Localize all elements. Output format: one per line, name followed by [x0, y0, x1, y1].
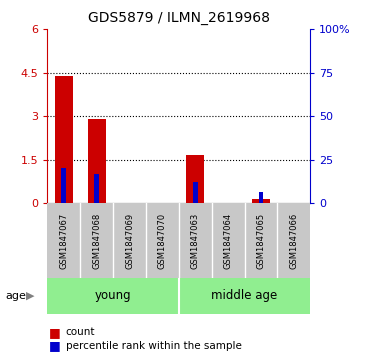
Bar	[186, 155, 204, 203]
Text: GSM1847069: GSM1847069	[125, 212, 134, 269]
Text: GSM1847066: GSM1847066	[289, 212, 298, 269]
Bar	[88, 119, 106, 203]
Text: ■: ■	[49, 326, 61, 339]
Bar	[252, 199, 270, 203]
Text: count: count	[66, 327, 95, 337]
Text: GSM1847064: GSM1847064	[224, 212, 233, 269]
Text: ▶: ▶	[26, 291, 35, 301]
Text: age: age	[5, 291, 26, 301]
Text: GSM1847067: GSM1847067	[59, 212, 68, 269]
Text: GSM1847070: GSM1847070	[158, 212, 167, 269]
Text: ■: ■	[49, 339, 61, 352]
Text: young: young	[95, 289, 131, 302]
Bar	[193, 182, 198, 203]
Title: GDS5879 / ILMN_2619968: GDS5879 / ILMN_2619968	[88, 11, 270, 25]
Bar	[61, 168, 66, 203]
Text: middle age: middle age	[211, 289, 278, 302]
Bar	[258, 192, 264, 203]
Text: percentile rank within the sample: percentile rank within the sample	[66, 340, 242, 351]
Bar	[55, 76, 73, 203]
Text: GSM1847063: GSM1847063	[191, 212, 200, 269]
Text: GSM1847065: GSM1847065	[257, 212, 265, 269]
Text: GSM1847068: GSM1847068	[92, 212, 101, 269]
Bar	[94, 174, 99, 203]
